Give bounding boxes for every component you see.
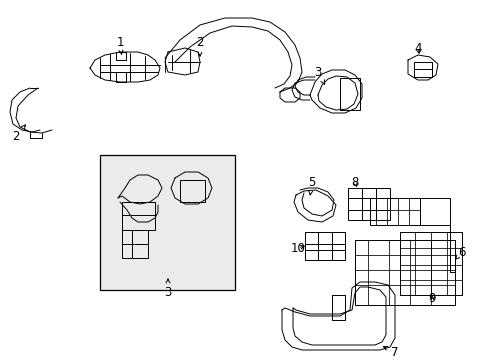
Text: 4: 4 [413, 41, 421, 54]
Text: 5: 5 [307, 175, 315, 195]
Text: 10: 10 [290, 242, 305, 255]
Text: 6: 6 [454, 246, 465, 260]
Polygon shape [100, 155, 235, 290]
Text: 3: 3 [164, 279, 171, 298]
Text: 1: 1 [116, 36, 123, 54]
Text: 2: 2 [12, 125, 25, 143]
Text: 2: 2 [196, 36, 203, 56]
Text: 8: 8 [350, 175, 358, 189]
Text: 7: 7 [383, 346, 398, 359]
Text: 9: 9 [427, 292, 435, 305]
Text: 3: 3 [314, 66, 324, 84]
